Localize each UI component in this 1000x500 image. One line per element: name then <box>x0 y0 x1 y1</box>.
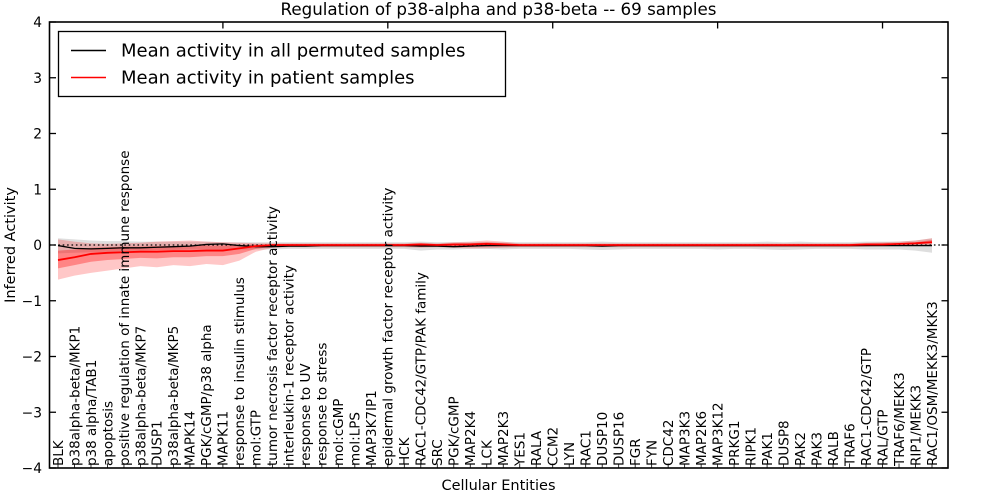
plot-border <box>48 21 949 469</box>
x-tick-label: mol:LPS <box>348 412 364 466</box>
x-tick-label: MAP3K3 <box>677 411 693 466</box>
x-tick-label: YES1 <box>513 432 529 467</box>
legend: Mean activity in all permuted samples Me… <box>57 30 507 98</box>
patient-mean-line <box>57 241 933 261</box>
x-tick-label: RAC1/OSM/MEKK3/MKK3 <box>925 301 941 466</box>
x-tick-label: HCK <box>397 436 413 466</box>
y-tick-label: −4 <box>22 461 42 477</box>
y-tick-label: 1 <box>33 182 42 198</box>
x-tick-label: RALB <box>826 431 842 466</box>
legend-box <box>57 30 507 98</box>
x-tick-label: TRAF6/MEKK3 <box>892 372 908 467</box>
x-tick-label: LYN <box>562 442 578 466</box>
x-tick-label: mol:cGMP <box>331 399 347 466</box>
x-tick-label: RAC1-CDC42/GTP/PAK family <box>414 272 430 466</box>
x-tick-label: p38alpha-beta/MKP5 <box>166 326 182 466</box>
x-tick-label: TRAF6 <box>842 423 858 467</box>
x-tick-label: MAP2K4 <box>463 411 479 466</box>
x-tick-label: PAK3 <box>809 432 825 466</box>
legend-label-permuted: Mean activity in all permuted samples <box>121 41 465 62</box>
x-tick-label: mol:GTP <box>249 410 265 466</box>
x-tick-label: MAPK11 <box>216 411 232 466</box>
x-tick-label: RAC1 <box>578 430 594 466</box>
x-tick-label: CDC42 <box>661 420 677 466</box>
y-tick-label: −3 <box>22 405 42 421</box>
x-tick-label: SRC <box>430 439 446 466</box>
patient-std-band-outer <box>58 238 932 280</box>
x-tick-label: CCM2 <box>546 427 562 466</box>
x-tick-label: LCK <box>480 439 496 466</box>
y-tick-label: −2 <box>22 350 42 366</box>
chart-title: Regulation of p38-alpha and p38-beta -- … <box>281 0 717 19</box>
x-tick-label: PAK2 <box>793 432 809 466</box>
x-tick-label: epidermal growth factor receptor activit… <box>381 188 397 466</box>
x-tick-label: MAP2K3 <box>496 411 512 466</box>
x-tick-label: PRKG1 <box>727 421 743 466</box>
ticks-layer: 4 3 2 1 0 −1 −2 −3 −4 BLK p38alpha-beta/MKP1 p38 al… <box>22 15 948 477</box>
x-tick-label: tumor necrosis factor receptor activity <box>265 206 281 466</box>
x-tick-label: interleukin-1 receptor activity <box>282 265 298 466</box>
x-tick-label: DUSP10 <box>595 412 611 466</box>
x-tick-label: p38 alpha/TAB1 <box>84 360 100 466</box>
x-tick-label: DUSP1 <box>150 420 166 466</box>
x-tick-label: MAP3K12 <box>710 402 726 466</box>
x-tick-label: DUSP16 <box>611 412 627 466</box>
x-tick-label: DUSP8 <box>776 420 792 466</box>
y-tick-label: −1 <box>22 294 42 310</box>
x-tick-label: apoptosis <box>100 401 116 466</box>
x-tick-label: RIPK1 <box>743 427 759 466</box>
x-axis-title: Cellular Entities <box>441 478 555 494</box>
x-tick-label: BLK <box>51 439 67 466</box>
x-tick-label: RAL/GTP <box>875 409 891 466</box>
x-tick-label: response to stress <box>315 343 331 466</box>
x-tick-label: p38alpha-beta/MKP7 <box>133 326 149 466</box>
x-tick-label: response to UV <box>298 363 314 466</box>
x-tick-label: FGR <box>628 438 644 466</box>
y-axis-title: Inferred Activity <box>3 187 19 303</box>
lines-layer <box>49 241 948 261</box>
x-tick-label: response to insulin stimulus <box>232 277 248 466</box>
x-tick-label: RALA <box>529 430 545 466</box>
x-tick-label: MAP2K6 <box>694 411 710 466</box>
x-tick-label: FYN <box>644 440 660 466</box>
y-tick-label: 4 <box>33 15 42 31</box>
x-tick-label: RIP1/MEKK3 <box>908 385 924 466</box>
x-tick-label: positive regulation of innate immune res… <box>117 150 133 466</box>
x-tick-label: PAK1 <box>760 432 776 466</box>
x-tick-label: PGK/cGMP/p38 alpha <box>199 324 215 466</box>
y-tick-label: 2 <box>33 127 42 143</box>
x-tick-label: p38alpha-beta/MKP1 <box>67 326 83 466</box>
y-tick-label: 0 <box>33 238 42 254</box>
x-tick-label: RAC1-CDC42/GTP <box>859 348 875 466</box>
x-tick-label: MAPK14 <box>183 411 199 466</box>
legend-label-patient: Mean activity in patient samples <box>121 68 415 89</box>
x-tick-label: PGK/cGMP <box>447 396 463 466</box>
y-tick-label: 3 <box>33 71 42 87</box>
x-tick-label: MAP3K7IP1 <box>364 390 380 466</box>
